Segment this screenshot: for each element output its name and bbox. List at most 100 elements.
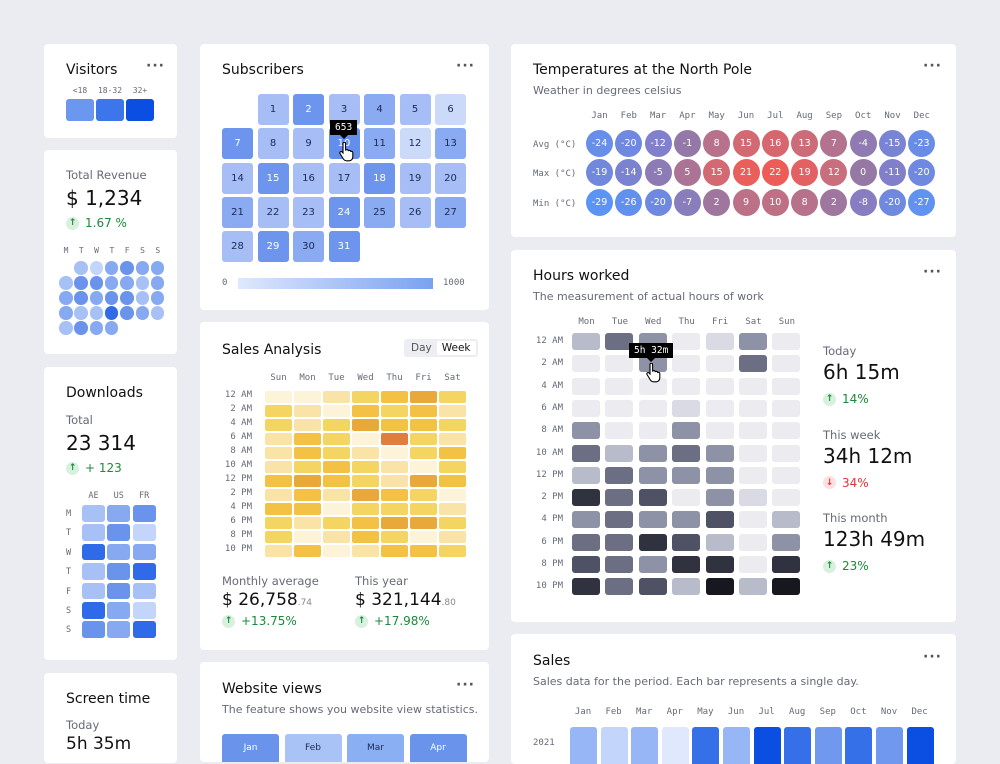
heatmap-cell[interactable] xyxy=(605,533,634,551)
temperature-circle[interactable]: -14 xyxy=(615,159,643,187)
heatmap-cell[interactable] xyxy=(410,405,437,417)
heatmap-cell[interactable] xyxy=(265,545,292,557)
heatmap-cell[interactable] xyxy=(323,391,350,403)
revenue-dot[interactable] xyxy=(150,276,165,290)
revenue-dot[interactable] xyxy=(89,261,104,275)
temperature-circle[interactable]: -12 xyxy=(644,130,672,157)
heatmap-cell[interactable] xyxy=(439,405,466,417)
heatmap-cell[interactable] xyxy=(323,475,350,487)
heatmap-cell[interactable] xyxy=(439,391,466,403)
heatmap-cell[interactable] xyxy=(739,422,767,440)
heatmap-cell[interactable] xyxy=(265,503,292,515)
calendar-day[interactable]: 18 xyxy=(364,162,395,194)
temperature-circle[interactable]: 15 xyxy=(732,130,760,157)
heatmap-cell[interactable] xyxy=(381,433,408,445)
heatmap-cell[interactable] xyxy=(265,489,292,501)
calendar-day[interactable]: 11 xyxy=(364,128,395,160)
heatmap-cell[interactable] xyxy=(605,355,634,373)
revenue-dot[interactable] xyxy=(104,261,119,275)
heatmap-cell[interactable] xyxy=(772,533,801,551)
download-cell[interactable] xyxy=(107,543,131,561)
heatmap-cell[interactable] xyxy=(439,503,466,515)
revenue-dot[interactable] xyxy=(89,321,104,335)
revenue-dot[interactable] xyxy=(150,291,165,305)
heatmap-cell[interactable] xyxy=(265,461,292,473)
temperature-circle[interactable]: -24 xyxy=(586,130,613,157)
download-cell[interactable] xyxy=(107,602,131,619)
calendar-day[interactable]: 3 xyxy=(328,94,360,125)
heatmap-cell[interactable] xyxy=(672,511,701,529)
heatmap-cell[interactable] xyxy=(265,447,292,459)
download-cell[interactable] xyxy=(82,505,105,522)
more-icon[interactable]: ··· xyxy=(923,264,942,280)
temperature-circle[interactable]: 7 xyxy=(820,130,848,157)
temperature-circle[interactable]: 10 xyxy=(761,188,789,216)
heatmap-cell[interactable] xyxy=(572,333,600,350)
heatmap-cell[interactable] xyxy=(323,419,350,431)
sales-bar[interactable] xyxy=(876,727,903,764)
heatmap-cell[interactable] xyxy=(705,533,734,551)
month-bar[interactable]: Mar xyxy=(347,734,404,762)
download-cell[interactable] xyxy=(132,621,156,638)
heatmap-cell[interactable] xyxy=(772,333,801,350)
heatmap-cell[interactable] xyxy=(265,433,292,445)
heatmap-cell[interactable] xyxy=(772,578,801,596)
heatmap-cell[interactable] xyxy=(772,444,801,462)
calendar-day[interactable]: 27 xyxy=(435,196,466,228)
heatmap-cell[interactable] xyxy=(381,545,408,557)
calendar-day[interactable]: 6 xyxy=(435,94,466,125)
heatmap-cell[interactable] xyxy=(705,377,734,395)
sales-bar[interactable] xyxy=(906,727,934,764)
heatmap-cell[interactable] xyxy=(352,531,379,543)
heatmap-cell[interactable] xyxy=(410,419,437,431)
heatmap-cell[interactable] xyxy=(739,556,767,573)
temperature-circle[interactable]: -29 xyxy=(586,188,613,216)
heatmap-cell[interactable] xyxy=(381,503,408,515)
revenue-dot[interactable] xyxy=(104,306,119,320)
revenue-dot[interactable] xyxy=(59,291,73,305)
heatmap-cell[interactable] xyxy=(381,475,408,487)
calendar-day[interactable]: 13 xyxy=(435,128,466,160)
sales-bar[interactable] xyxy=(723,727,750,764)
revenue-dot[interactable] xyxy=(120,306,134,320)
revenue-dot[interactable] xyxy=(120,261,134,275)
heatmap-cell[interactable] xyxy=(352,405,379,417)
heatmap-cell[interactable] xyxy=(410,447,437,459)
heatmap-cell[interactable] xyxy=(294,531,321,543)
heatmap-cell[interactable] xyxy=(672,333,701,350)
revenue-dot[interactable] xyxy=(89,276,104,290)
temperature-circle[interactable]: -8 xyxy=(849,188,877,216)
heatmap-cell[interactable] xyxy=(410,517,437,529)
download-cell[interactable] xyxy=(82,602,105,619)
heatmap-cell[interactable] xyxy=(772,466,801,484)
heatmap-cell[interactable] xyxy=(323,531,350,543)
heatmap-cell[interactable] xyxy=(352,391,379,403)
heatmap-cell[interactable] xyxy=(572,533,600,551)
month-bar[interactable]: Feb xyxy=(284,734,342,762)
calendar-day[interactable]: 26 xyxy=(399,196,431,228)
download-cell[interactable] xyxy=(132,543,156,561)
sales-bar[interactable] xyxy=(661,727,689,764)
temperature-circle[interactable]: -20 xyxy=(615,130,643,157)
heatmap-cell[interactable] xyxy=(352,489,379,501)
revenue-dot[interactable] xyxy=(89,306,104,320)
temperature-circle[interactable]: 22 xyxy=(761,159,789,187)
heatmap-cell[interactable] xyxy=(638,511,667,529)
temperature-circle[interactable]: -27 xyxy=(908,188,936,216)
sales-bar[interactable] xyxy=(600,727,628,764)
heatmap-cell[interactable] xyxy=(352,503,379,515)
heatmap-cell[interactable] xyxy=(410,489,437,501)
sales-bar[interactable] xyxy=(845,727,873,764)
sales-bar[interactable] xyxy=(570,727,597,764)
temperature-circle[interactable]: 12 xyxy=(820,159,848,187)
download-cell[interactable] xyxy=(132,602,156,619)
calendar-day[interactable]: 9 xyxy=(293,128,324,160)
heatmap-cell[interactable] xyxy=(572,556,600,573)
temperature-circle[interactable]: 21 xyxy=(732,159,760,187)
heatmap-cell[interactable] xyxy=(705,333,734,350)
heatmap-cell[interactable] xyxy=(638,556,667,573)
heatmap-cell[interactable] xyxy=(410,461,437,473)
heatmap-cell[interactable] xyxy=(739,466,767,484)
download-cell[interactable] xyxy=(107,524,131,541)
heatmap-cell[interactable] xyxy=(265,391,292,403)
